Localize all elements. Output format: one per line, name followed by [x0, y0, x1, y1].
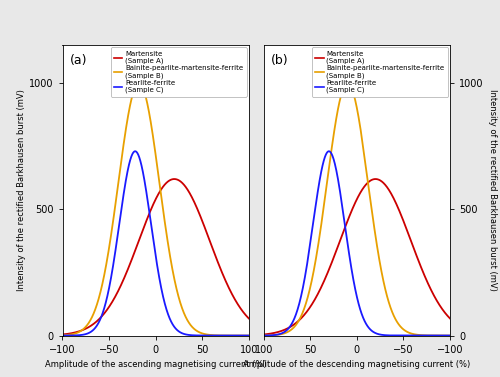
Legend: Martensite
(Sample A), Bainite-pearlite-martensite-ferrite
(Sample B), Pearlite-: Martensite (Sample A), Bainite-pearlite-…	[110, 48, 246, 97]
Legend: Martensite
(Sample A), Bainite-pearlite-martensite-ferrite
(Sample B), Pearlite-: Martensite (Sample A), Bainite-pearlite-…	[312, 48, 448, 97]
X-axis label: Amplitude of the ascending magnetising current (%): Amplitude of the ascending magnetising c…	[45, 360, 266, 369]
Text: (b): (b)	[271, 54, 289, 67]
Y-axis label: Intensity of the rectified Barkhausen burst (mV): Intensity of the rectified Barkhausen bu…	[17, 89, 26, 291]
Y-axis label: Intensity of the rectified Barkhausen burst (mV): Intensity of the rectified Barkhausen bu…	[488, 89, 496, 291]
X-axis label: Amplitude of the descending magnetising current (%): Amplitude of the descending magnetising …	[243, 360, 470, 369]
Text: (a): (a)	[70, 54, 87, 67]
